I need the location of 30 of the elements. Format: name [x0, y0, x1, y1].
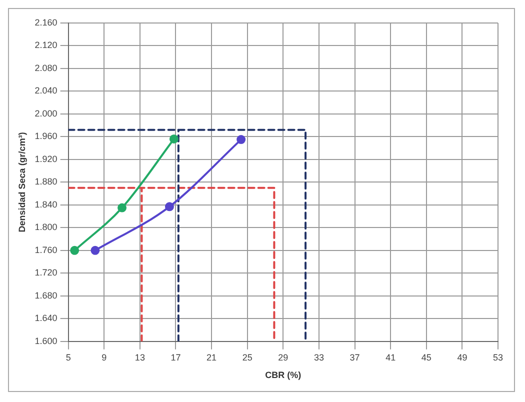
x-tick-label: 17: [170, 352, 181, 362]
x-tick-label: 45: [421, 352, 432, 362]
y-tick-label: 1.880: [34, 176, 58, 187]
y-axis-title: Densidad Seca (gr/cm³): [16, 132, 27, 232]
y-tick-label: 2.040: [34, 86, 58, 96]
y-tick-label: 2.160: [34, 17, 58, 28]
x-tick-label: 21: [206, 352, 217, 362]
y-tick-label: 2.080: [34, 62, 58, 73]
y-tick-label: 1.680: [34, 290, 58, 300]
x-tick-label: 41: [386, 352, 396, 362]
x-tick-label: 29: [278, 352, 288, 362]
y-tick-label: 1.920: [34, 154, 58, 164]
y-tick-label: 1.800: [34, 222, 58, 232]
y-tick-label: 2.000: [34, 108, 58, 118]
x-tick-label: 9: [102, 352, 107, 362]
y-tick-label: 1.720: [34, 268, 58, 278]
x-tick-label: 33: [314, 352, 324, 362]
x-tick-label: 53: [492, 352, 504, 362]
x-tick-label: 25: [242, 352, 252, 362]
y-tick-label: 1.600: [34, 336, 58, 346]
x-tick-label: 49: [457, 352, 468, 362]
y-tick-label: 1.760: [34, 244, 58, 255]
y-tick-label: 2.120: [34, 40, 58, 50]
y-tick-label: 1.640: [34, 313, 58, 324]
x-axis-title: CBR (%): [265, 370, 302, 380]
y-tick-label: 1.960: [34, 131, 58, 142]
x-tick-label: 5: [66, 352, 71, 362]
x-tick-label: 37: [350, 352, 360, 362]
x-tick-label: 13: [134, 352, 145, 362]
y-tick-label: 1.840: [34, 199, 58, 210]
